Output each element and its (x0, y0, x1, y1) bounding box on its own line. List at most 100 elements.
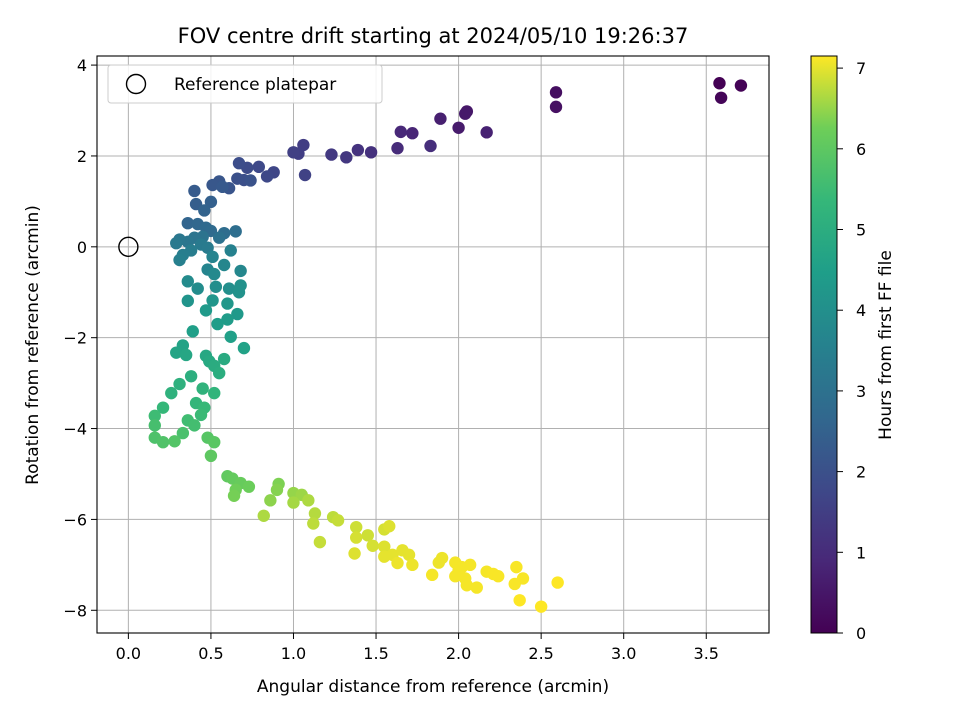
data-point (148, 419, 161, 432)
data-point (217, 352, 231, 366)
data-point (350, 531, 363, 544)
y-tick-label: 2 (77, 147, 87, 166)
data-point (302, 494, 315, 507)
colorbar-ticks: 0 1 2 3 4 5 6 7 (837, 59, 866, 643)
data-point (209, 280, 223, 293)
data-point (307, 517, 320, 530)
data-point (156, 435, 170, 449)
data-point (402, 548, 416, 562)
data-point (206, 294, 219, 307)
data-point (242, 480, 256, 493)
data-point (460, 579, 474, 592)
data-point (217, 258, 231, 272)
data-point (714, 91, 728, 104)
colorbar: 0 1 2 3 4 5 6 7 Hours from first FF file (810, 55, 896, 643)
data-point (198, 204, 211, 217)
data-point (432, 556, 445, 569)
data-point (513, 594, 526, 607)
data-point (231, 172, 244, 185)
legend: Reference platepar (107, 64, 383, 104)
data-point (378, 550, 391, 563)
colorbar-tick-label: 4 (856, 301, 866, 320)
data-point (287, 146, 300, 159)
grid-layer (97, 56, 769, 633)
x-tick-label: 3.0 (611, 644, 636, 663)
data-point (364, 146, 378, 159)
legend-frame (107, 64, 383, 104)
data-point (391, 556, 404, 570)
data-point (549, 100, 563, 114)
data-point (232, 286, 246, 299)
data-point (148, 409, 161, 423)
colorbar-tick-label: 2 (856, 463, 866, 482)
data-point (425, 568, 439, 582)
reference-platepar-marker (118, 236, 139, 258)
data-point (458, 107, 472, 120)
data-point (194, 408, 208, 422)
data-point (208, 267, 221, 281)
data-point (212, 231, 226, 244)
data-point (222, 282, 236, 295)
data-point (361, 529, 374, 542)
data-point (199, 304, 213, 317)
data-point (229, 225, 242, 238)
data-point (713, 77, 726, 90)
x-tick-label: 2.5 (528, 644, 553, 663)
x-tick-label: 2.0 (446, 644, 471, 663)
data-point (391, 142, 404, 155)
data-point (208, 386, 221, 400)
y-tick-label: 0 (77, 238, 87, 257)
data-point (168, 435, 181, 448)
data-point (449, 570, 462, 583)
y-tick-label: −4 (63, 420, 87, 439)
data-point (383, 520, 396, 533)
data-point (394, 125, 408, 139)
data-point (184, 370, 198, 383)
data-point (244, 174, 257, 187)
data-point (340, 151, 353, 164)
data-point (212, 366, 226, 380)
data-point (221, 313, 234, 326)
data-point (206, 250, 219, 264)
data-point (270, 483, 284, 497)
data-point (173, 377, 186, 391)
data-point (237, 341, 251, 355)
data-point (378, 540, 391, 553)
data-point (204, 195, 218, 209)
plot-frame (96, 55, 770, 634)
data-point (231, 307, 244, 321)
data-point (470, 581, 483, 594)
data-point (734, 79, 748, 92)
x-tick-label: 0.0 (116, 644, 141, 663)
data-point (366, 539, 379, 552)
data-point (549, 86, 563, 99)
data-point (188, 419, 201, 432)
data-point (170, 346, 183, 359)
data-point (176, 426, 190, 440)
data-point (201, 241, 214, 254)
data-point (508, 577, 521, 591)
colorbar-label: Hours from first FF file (876, 250, 896, 440)
colorbar-tick-label: 5 (856, 221, 866, 240)
colorbar-gradient (810, 55, 838, 634)
data-point (287, 496, 300, 509)
data-point (534, 600, 548, 613)
data-point (181, 294, 195, 308)
data-point (351, 143, 365, 157)
data-point (260, 170, 274, 183)
chart-title: FOV centre drift starting at 2024/05/10 … (178, 24, 689, 48)
data-point (196, 382, 209, 395)
data-point (234, 264, 247, 278)
data-point (480, 126, 493, 139)
colorbar-tick-label: 1 (856, 543, 866, 562)
points-layer (118, 77, 748, 613)
x-tick-label: 0.5 (198, 644, 223, 663)
data-point (216, 180, 229, 194)
colorbar-tick-label: 7 (856, 59, 866, 78)
data-point (173, 253, 186, 267)
data-point (348, 547, 361, 560)
data-point (308, 507, 322, 520)
data-point (181, 216, 195, 230)
